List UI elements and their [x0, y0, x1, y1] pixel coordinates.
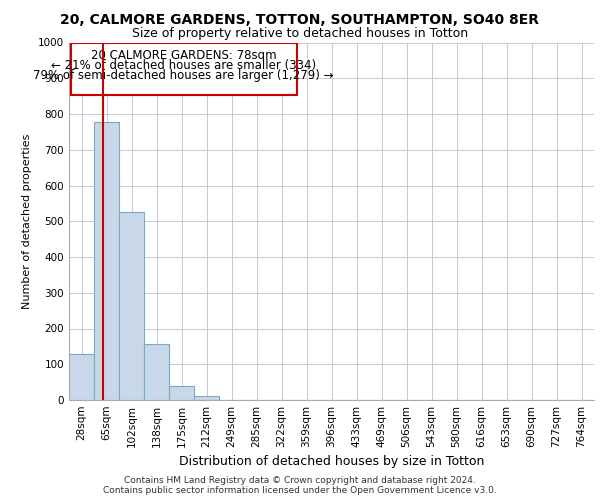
FancyBboxPatch shape [71, 43, 296, 96]
Text: ← 21% of detached houses are smaller (334): ← 21% of detached houses are smaller (33… [51, 58, 316, 71]
Bar [69, 354, 94, 400]
Text: Size of property relative to detached houses in Totton: Size of property relative to detached ho… [132, 28, 468, 40]
Text: 20, CALMORE GARDENS, TOTTON, SOUTHAMPTON, SO40 8ER: 20, CALMORE GARDENS, TOTTON, SOUTHAMPTON… [61, 12, 539, 26]
Bar [144, 344, 169, 400]
Bar [119, 212, 144, 400]
Bar [94, 122, 119, 400]
Y-axis label: Number of detached properties: Number of detached properties [22, 134, 32, 309]
Text: 20 CALMORE GARDENS: 78sqm: 20 CALMORE GARDENS: 78sqm [91, 48, 277, 62]
Text: Contains HM Land Registry data © Crown copyright and database right 2024.
Contai: Contains HM Land Registry data © Crown c… [103, 476, 497, 495]
X-axis label: Distribution of detached houses by size in Totton: Distribution of detached houses by size … [179, 456, 484, 468]
Bar [194, 396, 219, 400]
Bar [169, 386, 194, 400]
Text: 79% of semi-detached houses are larger (1,279) →: 79% of semi-detached houses are larger (… [33, 68, 334, 82]
